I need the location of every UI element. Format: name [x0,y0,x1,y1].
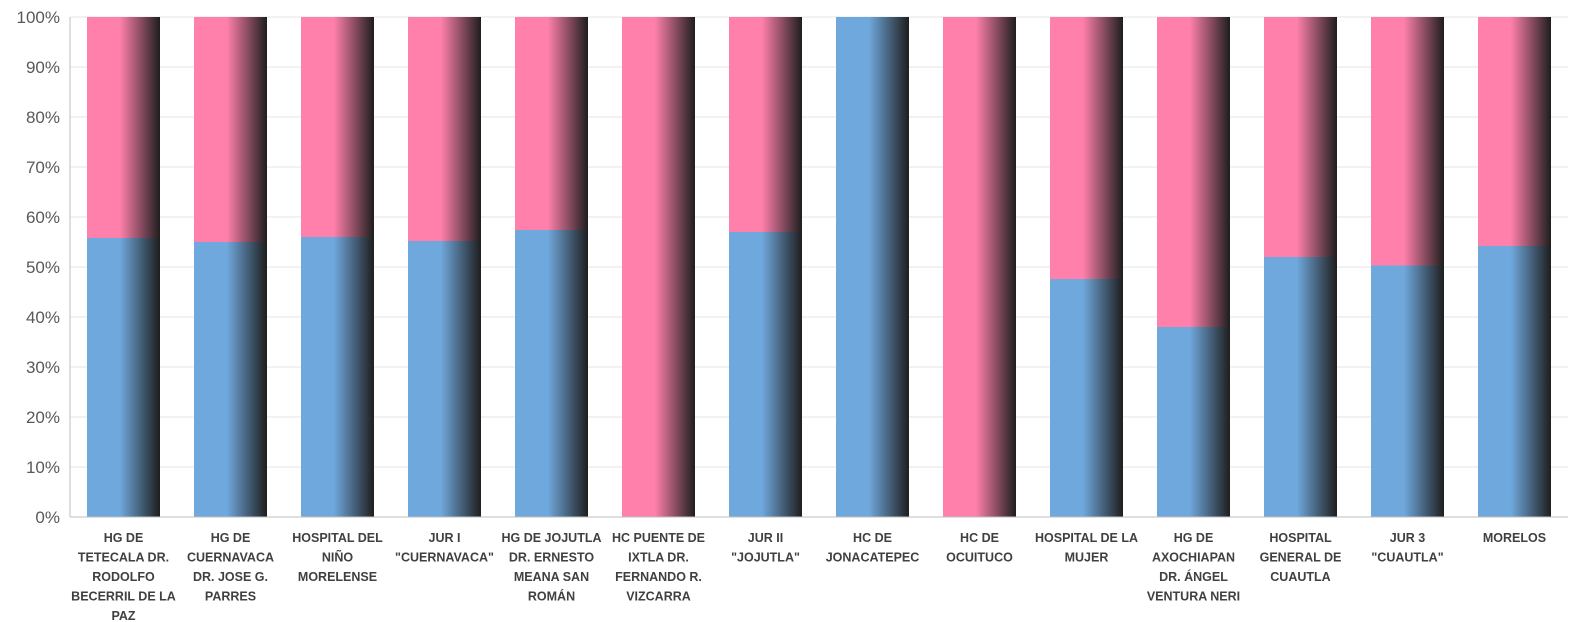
bar-segment-series-1 [408,241,481,517]
bar-segment-series-1 [729,232,802,517]
y-tick-label: 20% [26,408,60,427]
bar-segment-series-2 [515,17,588,230]
bar-segment-series-1 [87,238,160,517]
y-tick-label: 10% [26,458,60,477]
bar-segment-series-2 [1478,17,1551,246]
x-tick-label: HC PUENTE DE IXTLA DR. FERNANDO R. VIZCARRA [612,531,705,604]
x-tick-label: JUR 3 "CUAUTLA" [1371,531,1443,565]
x-tick-label: HOSPITAL GENERAL DE CUAUTLA [1260,531,1342,584]
bar-segment-series-1 [1371,265,1444,517]
x-tick-label: HC DE OCUITUCO [946,531,1013,565]
bar-segment-series-1 [1157,327,1230,517]
bar-segment-series-2 [194,17,267,242]
bar-segment-series-1 [301,237,374,517]
y-tick-label: 60% [26,208,60,227]
bar-segment-series-1 [836,17,909,517]
y-tick-label: 100% [17,8,60,27]
x-tick-label: HG DE JOJUTLA DR. ERNESTO MEANA SAN ROMÁN [501,531,601,604]
x-axis-ticks: HG DE TETECALA DR. RODOLFO BECERRIL DE LA PA… [71,531,1546,622]
gridlines [70,16,1568,468]
bar-segment-series-2 [1157,17,1230,327]
y-tick-label: 90% [26,58,60,77]
bar-segment-series-2 [301,17,374,237]
bar-segment-series-2 [1371,17,1444,266]
bar-segment-series-2 [729,17,802,232]
x-tick-label: HOSPITAL DEL NIÑO MORELENSE [292,531,383,584]
y-tick-label: 80% [26,108,60,127]
bar-segment-series-2 [1050,17,1123,279]
x-tick-label: MORELOS [1483,531,1546,545]
bars [87,17,1551,517]
bar-segment-series-2 [408,17,481,241]
bar-segment-series-2 [87,17,160,238]
bar-segment-series-1 [515,230,588,517]
bar-segment-series-2 [622,17,695,517]
y-tick-label: 0% [35,508,60,527]
y-tick-label: 70% [26,158,60,177]
y-tick-label: 50% [26,258,60,277]
bar-segment-series-2 [943,17,1016,517]
bar-segment-series-1 [1050,279,1123,517]
x-tick-label: JUR I "CUERNAVACA" [395,531,494,565]
bar-segment-series-2 [1264,17,1337,257]
bar-segment-series-1 [194,242,267,517]
x-tick-label: HOSPITAL DE LA MUJER [1035,531,1138,565]
bar-segment-series-1 [1264,257,1337,517]
x-tick-label: HC DE JONACATEPEC [826,531,920,565]
y-tick-label: 30% [26,358,60,377]
x-tick-label: HG DE TETECALA DR. RODOLFO BECERRIL DE LA PA… [71,531,176,622]
y-tick-label: 40% [26,308,60,327]
y-axis-ticks: 0% 10% 20% 30% 40% 50% 60% 70% 80% 90% 100% [17,8,60,527]
x-tick-label: JUR II "JOJUTLA" [731,531,800,565]
axes [69,17,1568,518]
bar-segment-series-1 [1478,246,1551,517]
x-tick-label: HG DE CUERNAVACA DR. JOSE G. PARRES [187,531,274,604]
x-tick-label: HG DE AXOCHIAPAN DR. ÁNGEL VENTURA NERI [1147,531,1240,604]
